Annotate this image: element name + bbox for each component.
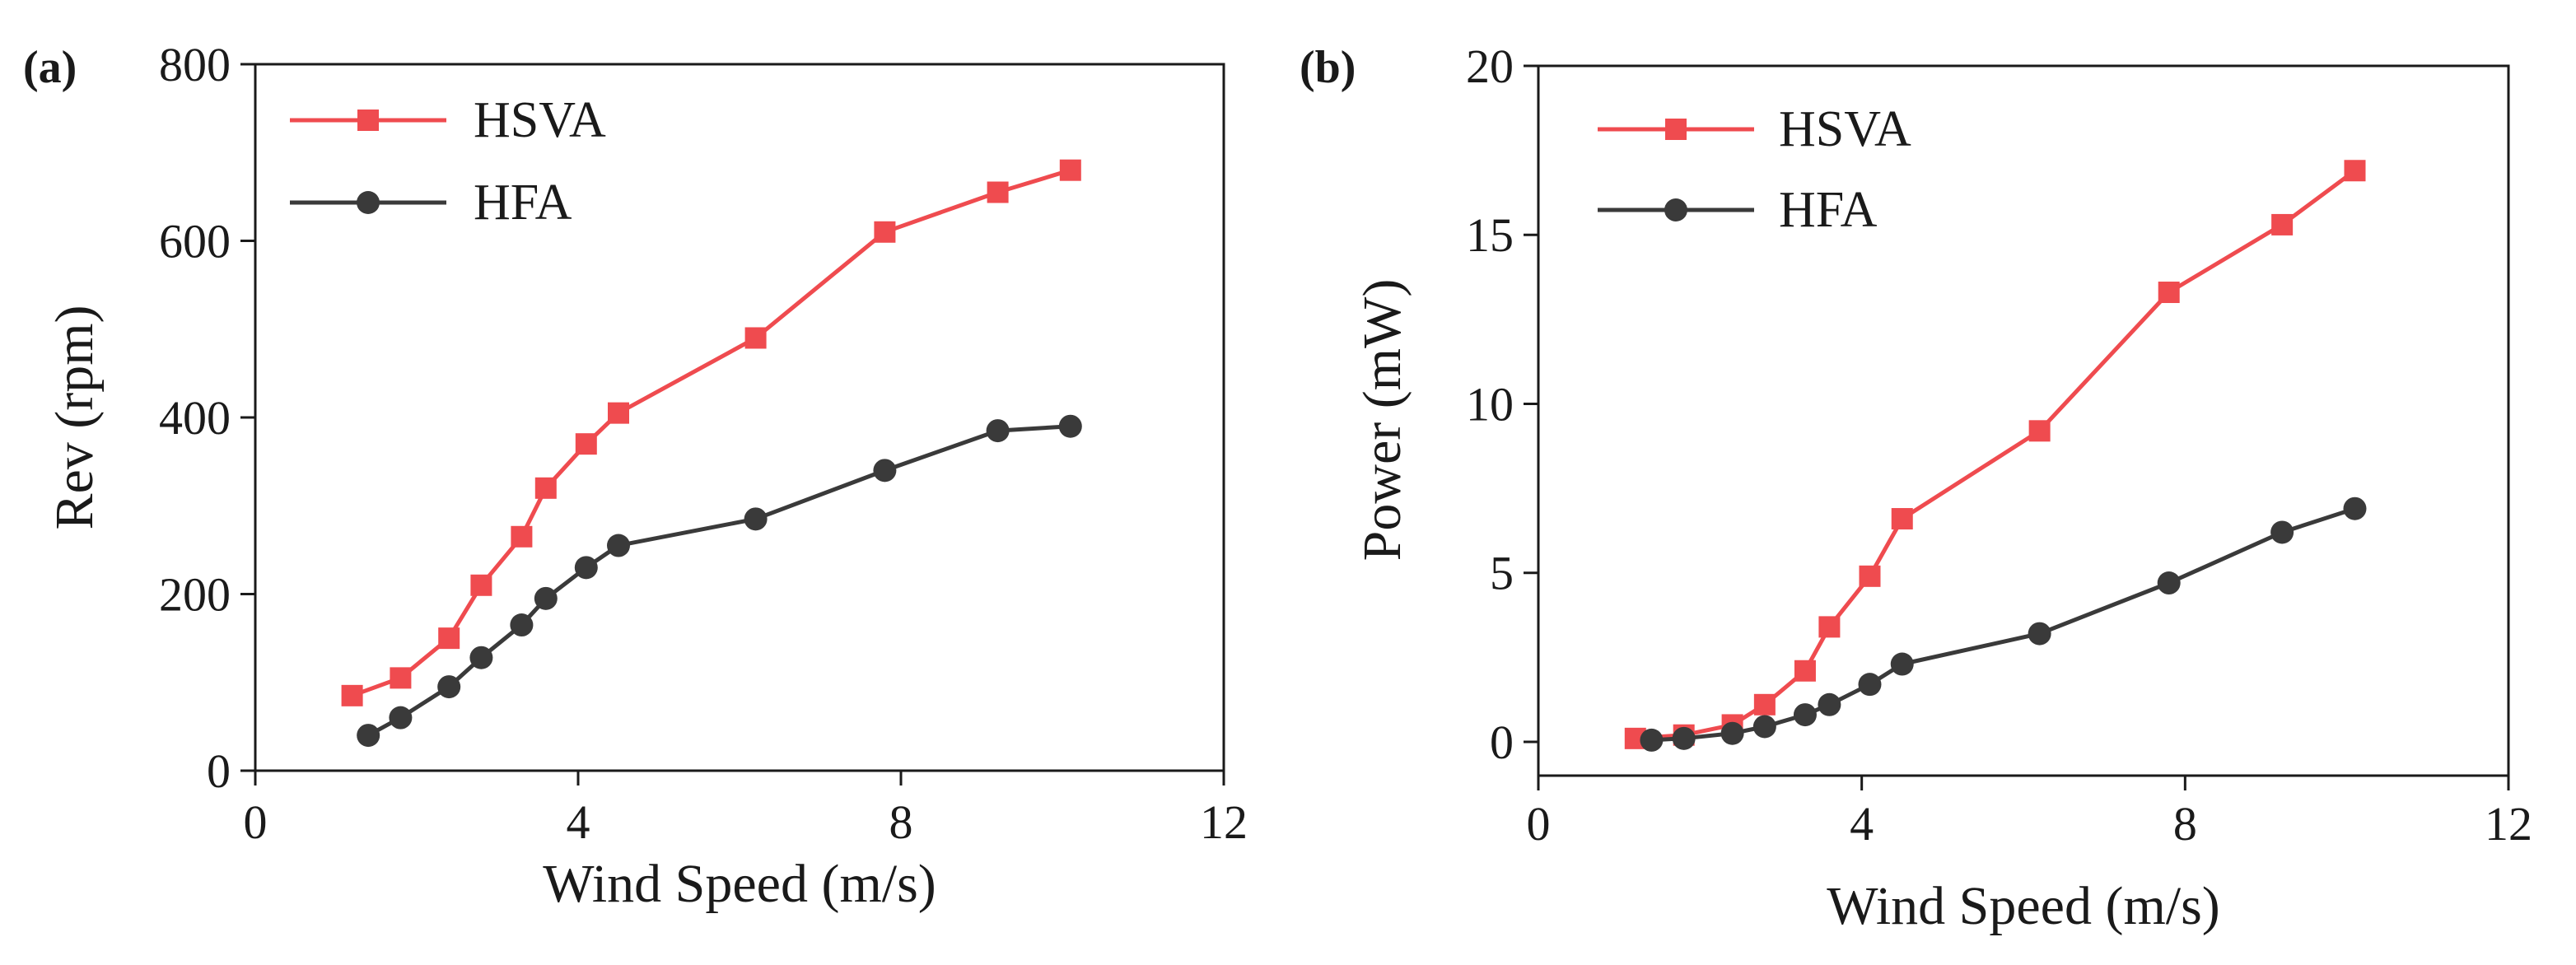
legend-entry-hsva: HSVA xyxy=(290,92,606,148)
hfa-point xyxy=(1818,692,1841,716)
x-tick-label: 12 xyxy=(1200,795,1248,849)
y-tick-label: 200 xyxy=(159,568,231,622)
hfa-point xyxy=(534,586,558,610)
legend-label-hfa: HFA xyxy=(474,175,572,231)
hsva-point xyxy=(1891,508,1913,530)
hfa-point xyxy=(2270,520,2294,544)
hfa-point xyxy=(1672,726,1696,750)
y-tick-label: 15 xyxy=(1466,208,1514,262)
hsva-point xyxy=(341,684,363,706)
hsva-point xyxy=(2344,160,2366,182)
x-axis-label: Wind Speed (m/s) xyxy=(543,854,936,914)
hfa-point xyxy=(1720,721,1744,745)
x-tick-label: 0 xyxy=(1527,797,1551,851)
hfa-point xyxy=(510,613,534,637)
hfa-point xyxy=(1890,652,1914,676)
legend-entry-hfa: HFA xyxy=(290,175,572,231)
hsva-point xyxy=(987,181,1009,203)
hfa-point xyxy=(1058,414,1082,438)
x-axis-label: Wind Speed (m/s) xyxy=(1827,876,2220,936)
hsva-point xyxy=(2158,282,2180,304)
series-hsva xyxy=(1624,160,2366,749)
hsva-point xyxy=(1753,693,1776,716)
legend-marker-hfa xyxy=(1664,198,1687,221)
y-tick-label: 10 xyxy=(1466,377,1514,431)
y-tick-label: 800 xyxy=(159,38,231,91)
hfa-point xyxy=(469,646,493,669)
y-tick-label: 5 xyxy=(1490,547,1514,600)
hsva-point xyxy=(1859,565,1881,587)
hsva-line xyxy=(351,168,1071,698)
x-tick-label: 0 xyxy=(244,795,268,849)
y-tick-label: 600 xyxy=(159,215,231,268)
x-tick-label: 4 xyxy=(567,795,590,849)
hsva-point xyxy=(874,221,896,243)
hsva-point xyxy=(2028,420,2051,442)
hfa-point xyxy=(873,459,897,482)
hsva-point xyxy=(470,574,492,596)
series-hfa xyxy=(1640,496,2367,752)
hsva-point xyxy=(575,433,597,455)
y-tick-label: 20 xyxy=(1466,40,1514,93)
hsva-point xyxy=(744,327,767,349)
hsva-point xyxy=(1818,616,1841,638)
series-hfa xyxy=(357,414,1082,748)
chart-panel-b: (b) 0 4 8 12 0 5 10 15 20 Wind Speed (m/s) Power (m… xyxy=(1300,40,2532,936)
legend-marker-hsva xyxy=(357,110,379,131)
hsva-point xyxy=(534,477,557,499)
hfa-point xyxy=(607,534,630,557)
hfa-point xyxy=(2157,571,2181,595)
legend-entry-hsva: HSVA xyxy=(1598,101,1911,157)
x-tick-label: 4 xyxy=(1850,797,1874,851)
hfa-point xyxy=(1752,715,1776,739)
panel-label: (b) xyxy=(1300,42,1356,93)
hsva-point xyxy=(2271,213,2294,235)
hfa-point xyxy=(574,556,598,580)
legend-marker-hfa xyxy=(357,191,380,214)
hfa-point xyxy=(744,507,768,531)
hfa-point xyxy=(1640,728,1664,752)
hsva-line xyxy=(1635,169,2356,741)
hfa-point xyxy=(986,419,1010,443)
x-tick-label: 8 xyxy=(2173,797,2197,851)
hsva-point xyxy=(608,402,629,424)
y-tick-label: 0 xyxy=(207,744,231,798)
hsva-point xyxy=(438,627,460,650)
y-axis-label: Power (mW) xyxy=(1352,279,1412,562)
hfa-point xyxy=(357,724,380,748)
y-axis-label: Rev (rpm) xyxy=(44,305,105,529)
hsva-point xyxy=(390,667,412,689)
chart-panel-a: (a) 0 4 8 12 0 200 400 600 800 Wind Speed (m/s) Rev… xyxy=(23,38,1248,914)
hfa-point xyxy=(437,675,461,699)
y-tick-label: 0 xyxy=(1490,716,1514,769)
hfa-point xyxy=(2028,622,2051,646)
y-tick-label: 400 xyxy=(159,391,231,445)
hfa-point xyxy=(2343,496,2367,520)
legend-label-hsva: HSVA xyxy=(474,92,606,148)
legend-marker-hsva xyxy=(1665,119,1687,140)
hfa-point xyxy=(1858,673,1882,697)
legend-entry-hfa: HFA xyxy=(1598,182,1878,238)
x-tick-label: 8 xyxy=(889,795,913,849)
hfa-point xyxy=(1793,703,1817,727)
hsva-point xyxy=(1794,660,1816,682)
hsva-point xyxy=(511,525,533,548)
hsva-point xyxy=(1059,159,1081,181)
hfa-point xyxy=(389,706,413,730)
plot-frame xyxy=(1537,64,2510,777)
series-hsva xyxy=(341,159,1081,706)
x-tick-label: 12 xyxy=(2485,797,2532,851)
legend-label-hfa: HFA xyxy=(1779,182,1878,238)
panel-label: (a) xyxy=(23,42,77,93)
legend-label-hsva: HSVA xyxy=(1779,101,1911,157)
